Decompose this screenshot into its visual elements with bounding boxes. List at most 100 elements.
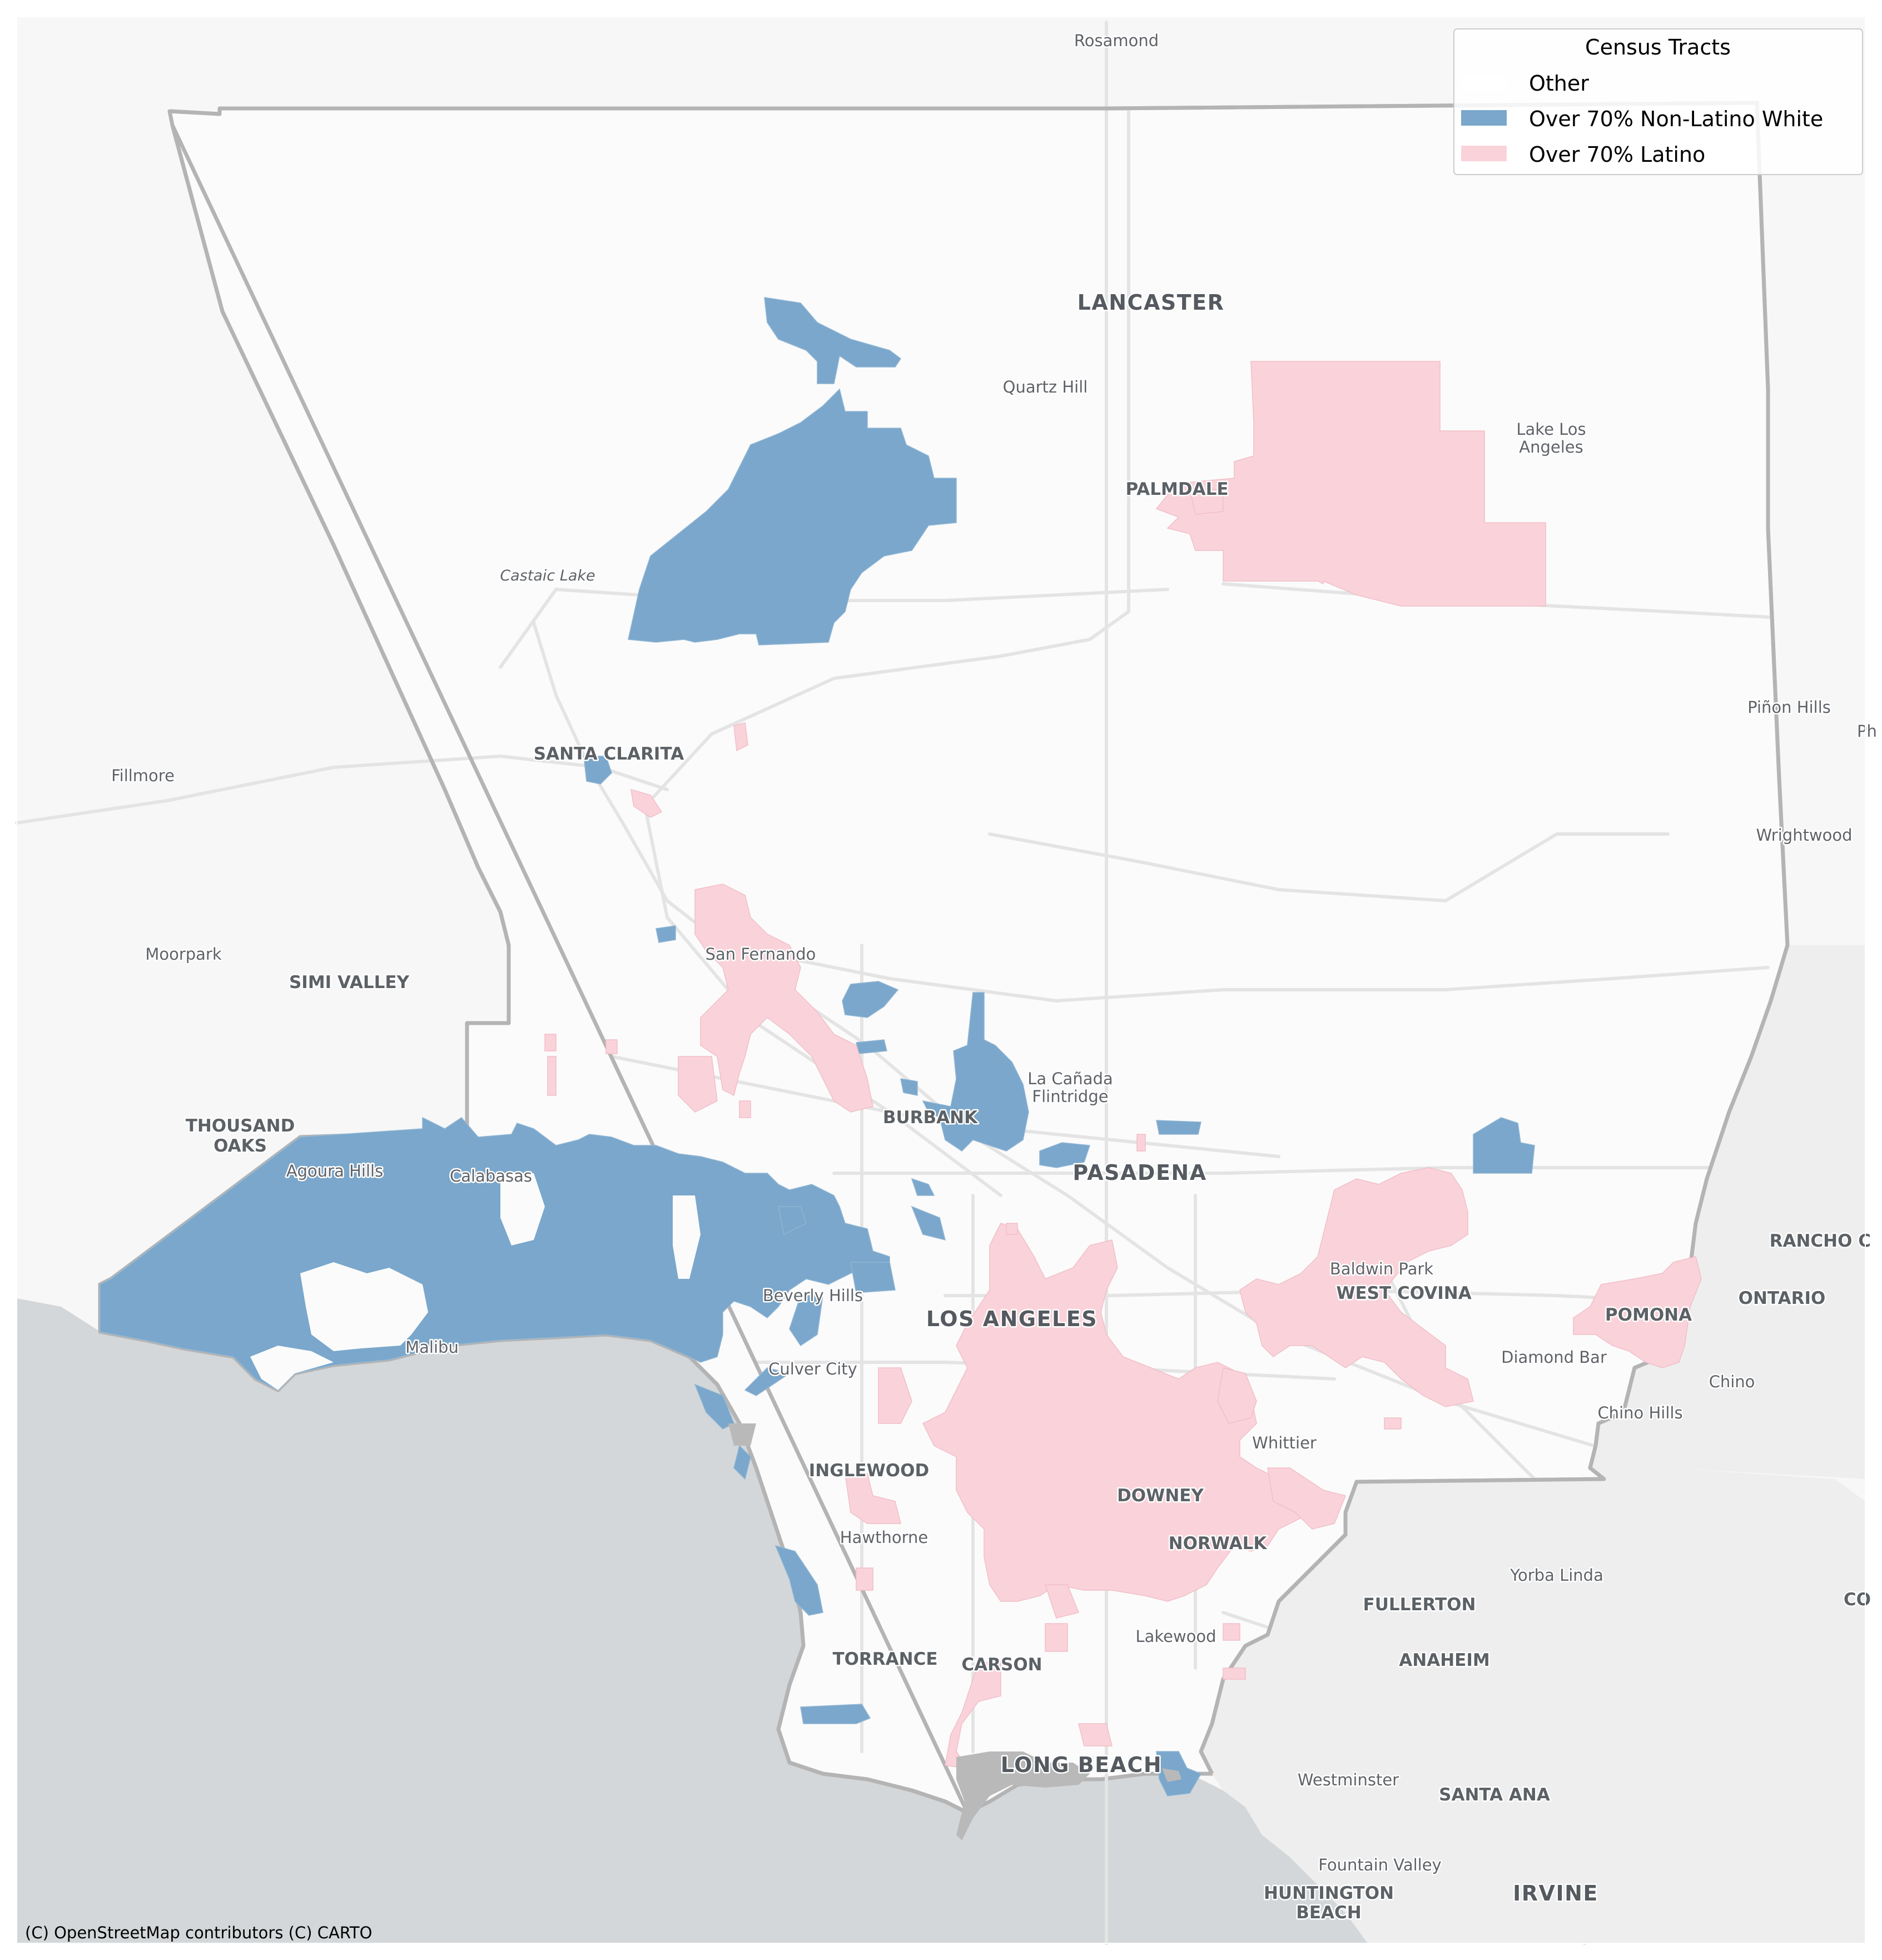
tract-boyle-heights-ela xyxy=(922,1223,1335,1602)
tract-whittier-la-puente xyxy=(1217,1367,1257,1424)
label-downey: DOWNEY xyxy=(1117,1486,1204,1506)
label-la-canada-1: La Cañada xyxy=(1027,1069,1113,1088)
label-moorpark: Moorpark xyxy=(145,945,222,964)
tract-compton xyxy=(1044,1584,1080,1619)
legend-swatch-other xyxy=(1461,75,1507,90)
tract-palmdale-sm xyxy=(1189,489,1224,515)
label-rosamond: Rosamond xyxy=(1074,31,1159,50)
tract-sylmar xyxy=(656,925,676,943)
tract-tujunga-a xyxy=(856,1039,887,1054)
label-pasadena: PASADENA xyxy=(1072,1160,1206,1185)
label-beverly-hills: Beverly Hills xyxy=(763,1286,863,1305)
ports xyxy=(728,1423,1181,1840)
place-labels: Rosamond LANCASTER Quartz Hill Lake Los … xyxy=(110,30,1879,1924)
legend-frame xyxy=(1453,28,1863,175)
label-anaheim: ANAHEIM xyxy=(1399,1650,1489,1670)
tract-sf-west xyxy=(678,1056,718,1113)
tract-altadena xyxy=(1039,1142,1091,1168)
tract-playa-del-rey xyxy=(694,1383,734,1430)
label-fullerton: FULLERTON xyxy=(1363,1595,1476,1615)
label-hawthorne: Hawthorne xyxy=(840,1528,928,1547)
label-lancaster: LANCASTER xyxy=(1077,290,1225,315)
tract-wilmington xyxy=(945,1662,1001,1769)
label-malibu: Malibu xyxy=(405,1338,459,1357)
tract-sf-nw2 xyxy=(605,1039,618,1054)
marina-del-rey xyxy=(728,1423,756,1446)
label-pomona: POMONA xyxy=(1605,1305,1692,1325)
port-long-beach xyxy=(956,1751,1090,1840)
label-chino: Chino xyxy=(1709,1372,1755,1391)
tract-pasadena-small xyxy=(1136,1134,1146,1152)
tract-beverly-hills-sm1 xyxy=(850,1262,896,1293)
label-inglewood: INGLEWOOD xyxy=(809,1461,930,1481)
tract-long-beach-west xyxy=(1078,1723,1113,1746)
tract-sunland xyxy=(842,981,899,1018)
label-santa-clarita: SANTA CLARITA xyxy=(534,744,684,764)
label-huntington-beach-2: BEACH xyxy=(1296,1903,1362,1923)
tract-sf-nw1 xyxy=(544,1034,557,1051)
tract-manhattan-beach xyxy=(774,1545,823,1616)
tract-santa-clarita-sc1 xyxy=(733,722,748,752)
label-palmdale: PALMDALE xyxy=(1125,479,1228,499)
label-thousand-oaks-2: OAKS xyxy=(213,1136,267,1156)
non-colored-gaps xyxy=(250,1173,701,1390)
label-lakewood: Lakewood xyxy=(1135,1627,1216,1646)
label-lake-los-angeles-2: Angeles xyxy=(1519,438,1583,456)
tract-glendale-sm xyxy=(900,1078,918,1096)
label-wrightwood: Wrightwood xyxy=(1756,826,1852,845)
label-culver-city: Culver City xyxy=(768,1359,857,1378)
tract-south-la-west xyxy=(878,1367,912,1424)
tract-santa-fe-springs xyxy=(1267,1467,1347,1530)
tract-inglewood-lennox xyxy=(845,1473,901,1524)
tract-mar-vista xyxy=(744,1367,791,1396)
legend-label-latino: Over 70% Latino xyxy=(1529,142,1705,167)
latino-majority-tracts xyxy=(544,361,1702,1769)
label-yorba-linda: Yorba Linda xyxy=(1509,1566,1603,1585)
label-ph: Ph xyxy=(1857,722,1877,741)
label-san-fernando: San Fernando xyxy=(706,945,816,964)
label-fillmore: Fillmore xyxy=(111,766,175,785)
tract-sierra-madre xyxy=(1156,1120,1201,1135)
label-rancho: RANCHO C xyxy=(1770,1231,1871,1251)
legend: Census Tracts Other Over 70% Non-Latino … xyxy=(1453,28,1863,175)
label-agoura-hills: Agoura Hills xyxy=(286,1162,383,1180)
tract-santa-clarita-small xyxy=(583,756,612,785)
label-huntington-beach-1: HUNTINGTON xyxy=(1264,1883,1394,1903)
orange-county-urban xyxy=(1201,1468,1865,1943)
label-quartz-hill: Quartz Hill xyxy=(1003,378,1088,396)
tract-palmdale-lancaster xyxy=(1155,361,1546,607)
tract-norwalk-s xyxy=(1223,1623,1240,1641)
label-fountain-valley: Fountain Valley xyxy=(1318,1855,1441,1874)
label-irvine: IRVINE xyxy=(1513,1881,1598,1906)
label-chino-hills: Chino Hills xyxy=(1597,1403,1682,1422)
legend-swatch-latino xyxy=(1461,146,1507,161)
tract-los-feliz xyxy=(911,1205,946,1241)
tract-palos-verdes xyxy=(800,1704,871,1724)
tract-san-gabriel-valley xyxy=(1239,1167,1474,1407)
white-majority-tracts xyxy=(100,297,1535,1797)
tract-el-segundo xyxy=(733,1445,751,1480)
legend-swatch-white xyxy=(1461,110,1507,126)
tract-la-canada xyxy=(922,992,1029,1152)
label-norwalk: NORWALK xyxy=(1169,1534,1268,1554)
tract-hawthorne-sm xyxy=(856,1567,873,1591)
tract-pomona xyxy=(1573,1256,1702,1368)
tract-carson-north xyxy=(1045,1623,1068,1652)
label-pinon-hills: Piñon Hills xyxy=(1747,698,1831,717)
tract-glendale-sm2 xyxy=(1006,1223,1018,1235)
label-santa-ana: SANTA ANA xyxy=(1439,1785,1550,1805)
label-castaic-lake: Castaic Lake xyxy=(500,567,595,584)
label-burbank: BURBANK xyxy=(883,1108,978,1128)
pacific-ocean xyxy=(17,1298,1368,1943)
label-westminster: Westminster xyxy=(1298,1770,1399,1789)
tract-bellflower xyxy=(1223,1668,1246,1680)
label-ontario: ONTARIO xyxy=(1739,1288,1826,1308)
tract-sf-nw3 xyxy=(547,1056,557,1096)
label-carson: CARSON xyxy=(961,1655,1042,1675)
legend-title: Census Tracts xyxy=(1585,35,1731,59)
tract-antelope-valley-west xyxy=(764,297,902,384)
map-frame xyxy=(16,16,1866,1944)
tract-canoga xyxy=(739,1100,751,1118)
tract-burbank-hills xyxy=(911,1178,935,1196)
